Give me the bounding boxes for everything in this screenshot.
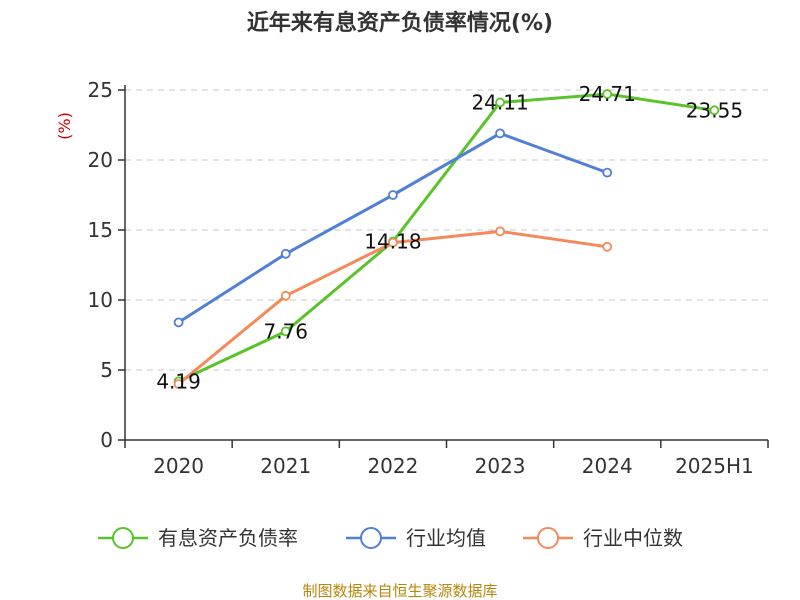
- data-point: [280, 326, 291, 337]
- axes: 0 5 10 15 20 25 2020 2021 2022 2023 2024 2025H1: [88, 78, 769, 478]
- legend-label: 有息资产负债率: [158, 526, 298, 550]
- legend-marker: [360, 527, 382, 549]
- y-axis-label: (%): [55, 112, 74, 140]
- data-point: [495, 128, 505, 139]
- x-tick-label: 2020: [153, 454, 204, 478]
- y-tick-label: 20: [88, 148, 113, 172]
- data-label: 4.19: [156, 369, 201, 393]
- data-point: [280, 248, 291, 259]
- data-point: [709, 105, 720, 116]
- data-label: 24.11: [471, 90, 528, 114]
- data-point: [495, 226, 505, 237]
- x-tick-label: 2025H1: [675, 454, 754, 478]
- data-point: [173, 379, 184, 389]
- data-point: [280, 290, 291, 301]
- x-tick-label: 2022: [367, 454, 418, 478]
- data-point: [602, 241, 613, 252]
- data-point: [495, 97, 505, 108]
- data-label: 14.18: [364, 229, 421, 253]
- data-point: [602, 89, 613, 99]
- data-point: [173, 317, 184, 328]
- legend-marker: [537, 527, 559, 549]
- source-note: 制图数据来自恒生聚源数据库: [302, 582, 497, 600]
- y-tick-label: 10: [88, 288, 113, 312]
- data-point: [388, 190, 398, 200]
- legend-label: 行业均值: [406, 526, 486, 550]
- data-label: 24.71: [579, 82, 636, 106]
- series-line: [177, 131, 608, 324]
- data-label: 23.55: [686, 98, 743, 122]
- data-point: [388, 237, 398, 248]
- x-tick-label: 2024: [582, 454, 633, 478]
- grid-lines: [125, 89, 768, 371]
- legend-label: 行业中位数: [583, 526, 683, 550]
- y-tick-label: 0: [100, 428, 113, 452]
- y-tick-label: 25: [88, 78, 113, 102]
- data-label: 7.76: [263, 319, 308, 343]
- legend-marker: [112, 527, 134, 549]
- series-group: [173, 89, 720, 389]
- y-tick-label: 5: [100, 358, 113, 382]
- y-tick-label: 15: [88, 218, 113, 242]
- data-point: [602, 167, 613, 178]
- series-line: [177, 229, 608, 386]
- x-tick-label: 2021: [260, 454, 311, 478]
- x-tick-label: 2023: [475, 454, 526, 478]
- chart-title: 近年来有息资产负债率情况(%): [247, 10, 553, 36]
- legend: 有息资产负债率 行业均值 行业中位数: [98, 526, 683, 550]
- series-line: [177, 92, 715, 383]
- data-labels: 4.19 7.76 14.18 24.11 24.71 23.55: [156, 82, 743, 393]
